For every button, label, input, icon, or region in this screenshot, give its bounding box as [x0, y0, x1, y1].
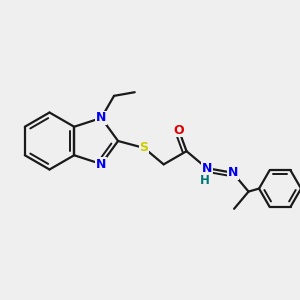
Text: O: O [173, 124, 184, 136]
Text: N: N [228, 166, 238, 179]
Text: N: N [202, 162, 212, 175]
Text: S: S [140, 142, 148, 154]
Text: N: N [96, 111, 106, 124]
Text: N: N [96, 158, 106, 171]
Text: H: H [200, 174, 210, 187]
